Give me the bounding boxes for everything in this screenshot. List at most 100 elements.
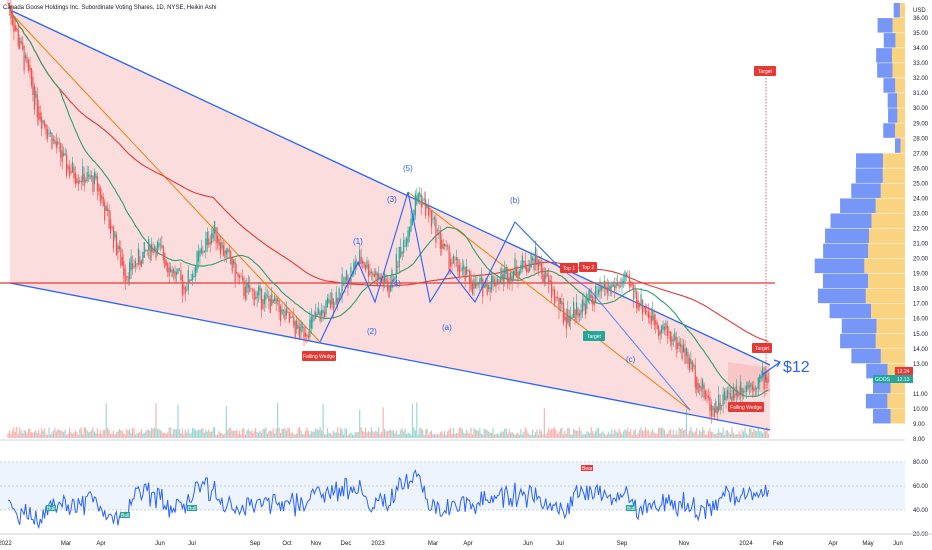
moving-average-red [7, 2, 769, 343]
candle-body [41, 116, 43, 129]
volume-bar [488, 431, 490, 438]
volume-bar [561, 427, 563, 438]
candle-body [136, 263, 138, 265]
volume-bar [197, 429, 200, 438]
volume-bar [139, 431, 141, 438]
volume-profile-bar-up [855, 168, 883, 183]
volume-bar [137, 433, 140, 438]
candle-body [111, 226, 113, 229]
volume-bar [378, 427, 380, 438]
candle-body [178, 270, 181, 271]
candle-body [274, 296, 276, 302]
volume-bar [762, 432, 764, 438]
candle-body [565, 316, 567, 329]
candle-body [574, 309, 576, 321]
candle-body [172, 269, 175, 274]
candle-body [237, 272, 239, 278]
candle-body [134, 260, 137, 267]
candle-body [473, 278, 475, 289]
candle-body [653, 315, 655, 326]
volume-bar [363, 432, 365, 438]
candle-body [517, 271, 519, 279]
volume-bar [617, 432, 619, 438]
volume-bar [51, 432, 53, 438]
volume-bar [723, 434, 726, 438]
volume-bar [257, 432, 260, 438]
candle-body [482, 278, 484, 297]
volume-bar [171, 434, 173, 438]
candle-body [52, 138, 55, 141]
candle-body [180, 270, 182, 281]
volume-profile-bar-up [883, 33, 896, 48]
candle-body [153, 246, 156, 251]
volume-bar [293, 434, 295, 438]
candle-body [323, 311, 326, 318]
volume-bar [403, 431, 405, 438]
volume-bar [609, 433, 611, 438]
candle-body [263, 295, 266, 304]
volume-bar [287, 427, 289, 438]
volume-profile-bar-up [877, 63, 893, 78]
volume-bar [410, 434, 412, 438]
volume-bar [184, 429, 186, 438]
candle-body [595, 286, 597, 303]
candle-body [17, 29, 19, 47]
candle-body [543, 274, 545, 282]
candle-body [398, 246, 400, 268]
volume-bar [540, 431, 542, 438]
volume-bar [539, 429, 541, 438]
chart-title: Canada Goose Holdings Inc. Subordinate V… [3, 5, 216, 11]
volume-bar [523, 431, 525, 438]
volume-bar [660, 427, 663, 438]
volume-bar [397, 434, 399, 438]
volume-bar [366, 432, 368, 438]
price-tick: 19.00 [913, 272, 929, 278]
candle-body [202, 250, 204, 254]
volume-bar [209, 431, 211, 438]
volume-bar [85, 427, 87, 438]
volume-bar [265, 427, 267, 438]
volume-profile-bar-down [875, 198, 905, 213]
volume-profile-bar-down [871, 303, 905, 319]
volume-bar [310, 431, 312, 438]
candle-body [271, 293, 273, 306]
volume-bar [549, 430, 551, 438]
volume-bar [622, 431, 625, 438]
volume-bar [376, 431, 378, 438]
volume-bar [495, 433, 497, 438]
candle-body [722, 394, 724, 406]
volume-bar [697, 434, 699, 438]
candle-body [391, 269, 393, 289]
time-tick: Jun [523, 541, 533, 547]
candle-body [520, 264, 522, 274]
volume-bar [221, 433, 223, 438]
candle-body [439, 230, 441, 249]
candle-body [105, 205, 107, 212]
volume-bar [375, 430, 377, 438]
volume-bar [534, 432, 537, 438]
volume-bar [19, 427, 21, 438]
volume-bar [612, 434, 614, 438]
volume-bar [233, 430, 235, 438]
volume-bar [133, 428, 135, 438]
candle-body [699, 385, 701, 388]
volume-profile-bar-down [865, 288, 905, 304]
candle-body [291, 316, 293, 318]
price-call-label: $12 [783, 359, 810, 376]
candle-body [255, 297, 257, 300]
volume-bar [156, 429, 159, 438]
volume-bar [353, 434, 355, 438]
candle-body [107, 208, 109, 212]
candle-body [10, 5, 12, 19]
volume-bar [455, 432, 458, 438]
price-tick: 35.00 [913, 31, 929, 37]
volume-bar [533, 434, 535, 438]
candle-body [230, 251, 232, 265]
volume-bar [205, 429, 207, 438]
candle-body [471, 283, 474, 295]
volume-bar [568, 428, 570, 438]
candle-body [600, 286, 603, 291]
candle-body [449, 258, 452, 267]
volume-bar [341, 429, 343, 438]
candle-body [222, 245, 225, 256]
